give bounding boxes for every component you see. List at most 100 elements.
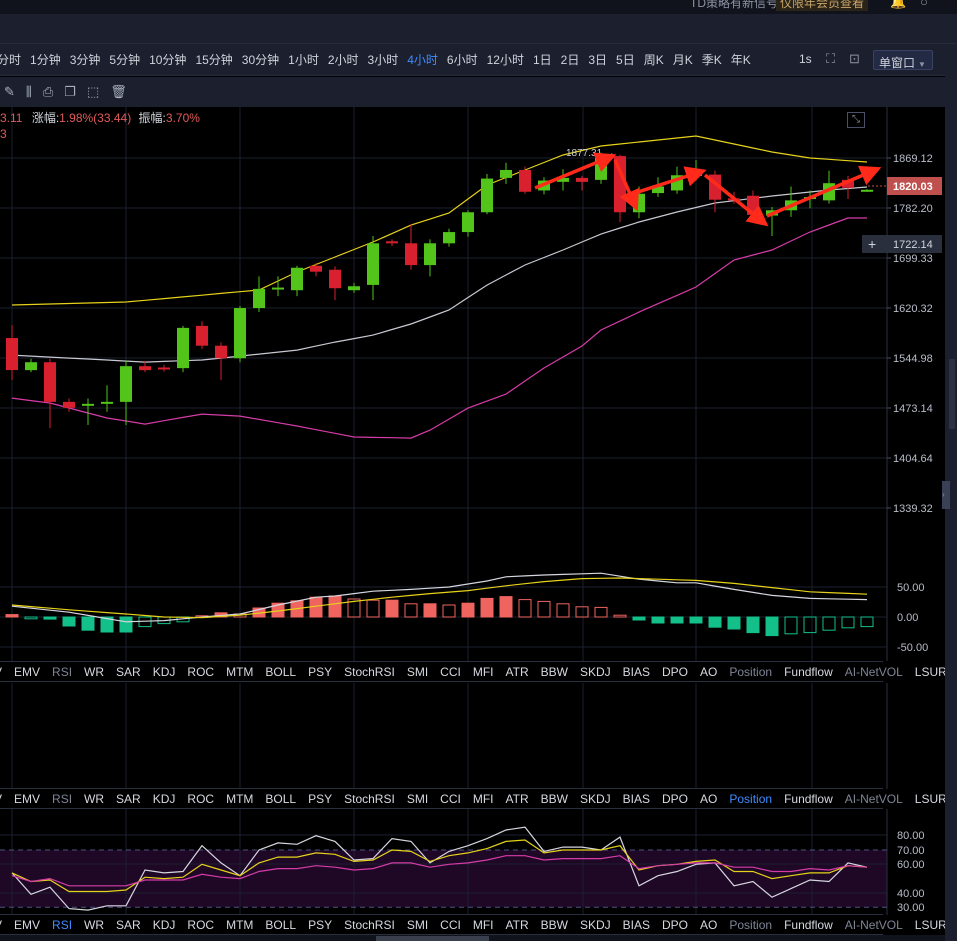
vip-link[interactable]: 仅限年会员查看 xyxy=(776,0,869,11)
indicator-tab-kdj[interactable]: KDJ xyxy=(152,791,176,806)
indicator-tab-position[interactable]: Position xyxy=(729,917,773,932)
timeframe-2[interactable]: 3分钟 xyxy=(69,53,101,67)
timeframe-19[interactable]: 季K xyxy=(701,53,722,67)
signal-text[interactable]: TD策略有新信号 xyxy=(690,0,778,10)
indicator-tab-bbw[interactable]: BBW xyxy=(540,917,568,932)
trash-icon[interactable]: 🗑 xyxy=(110,84,127,99)
add-window-icon[interactable]: ⊡ xyxy=(849,51,860,66)
indicator-tab-bias[interactable]: BIAS xyxy=(622,664,650,679)
window-mode-select[interactable]: 单窗口 ▼ xyxy=(873,50,933,70)
indicator-tab-fundflow[interactable]: Fundflow xyxy=(784,917,833,932)
timeframe-14[interactable]: 2日 xyxy=(560,53,580,67)
indicator-tab-smi[interactable]: SMI xyxy=(406,917,429,932)
timeframe-18[interactable]: 月K xyxy=(672,53,693,67)
timeframe-9[interactable]: 3小时 xyxy=(367,53,399,67)
collapse-panel-handle[interactable]: › xyxy=(942,481,950,509)
indicator-tab-wr[interactable]: WR xyxy=(84,664,105,679)
indicator-tab-lsur[interactable]: LSUR xyxy=(914,791,947,806)
indicator-tab-bbw[interactable]: BBW xyxy=(540,791,568,806)
fullscreen-icon[interactable]: ⛶ xyxy=(826,51,836,66)
indicator-tab-lsur[interactable]: LSUR xyxy=(914,917,947,932)
scrollbar-thumb[interactable] xyxy=(376,936,489,941)
timeframe-15[interactable]: 3日 xyxy=(588,53,608,67)
indicator-tab-mfi[interactable]: MFI xyxy=(472,917,494,932)
indicator-tab-psy[interactable]: PSY xyxy=(308,917,333,932)
indicator-tab-ai-netvol[interactable]: AI-NetVOL xyxy=(844,791,903,806)
indicator-tab-sar[interactable]: SAR xyxy=(116,664,141,679)
indicator-tab-emv[interactable]: EMV xyxy=(14,791,41,806)
indicator-tab-cci[interactable]: CCI xyxy=(440,791,461,806)
indicator-tab-position[interactable]: Position xyxy=(729,791,773,806)
indicator-tab-boll[interactable]: BOLL xyxy=(265,791,297,806)
timeframe-17[interactable]: 周K xyxy=(643,53,664,67)
indicator-tab-kdj[interactable]: KDJ xyxy=(152,917,176,932)
price-chart[interactable]: 1869.12 1782.20 1699.33 1620.32 1544.98 1473.… xyxy=(0,107,945,555)
timeframe-20[interactable]: 年K xyxy=(730,53,751,67)
pen-icon[interactable]: ✎ xyxy=(4,84,15,99)
indicator-tab-sar[interactable]: SAR xyxy=(116,791,141,806)
indicator-tab-cci[interactable]: CCI xyxy=(440,664,461,679)
indicator-tab-v[interactable]: V xyxy=(0,792,2,806)
indicator-tab-atr[interactable]: ATR xyxy=(505,917,529,932)
timeframe-13[interactable]: 1日 xyxy=(532,53,552,67)
timeframe-16[interactable]: 5日 xyxy=(616,53,635,67)
indicator-tab-bias[interactable]: BIAS xyxy=(622,917,650,932)
timeframe-7[interactable]: 1小时 xyxy=(288,53,319,67)
indicator-tab-atr[interactable]: ATR xyxy=(505,791,529,806)
indicator-tab-v[interactable]: V xyxy=(0,665,2,679)
indicator-tab-fundflow[interactable]: Fundflow xyxy=(784,791,833,806)
timeframe-8[interactable]: 2小时 xyxy=(327,53,359,67)
indicator-tab-stochrsi[interactable]: StochRSI xyxy=(344,791,395,806)
indicator-tab-mtm[interactable]: MTM xyxy=(226,791,254,806)
indicator-tab-rsi[interactable]: RSI xyxy=(52,664,73,679)
copy-icon[interactable]: ❐ xyxy=(64,84,76,99)
timeframe-5[interactable]: 15分钟 xyxy=(195,53,233,67)
indicator-tab-psy[interactable]: PSY xyxy=(308,664,333,679)
indicator-tab-dpo[interactable]: DPO xyxy=(662,664,689,679)
timeframe-4[interactable]: 10分钟 xyxy=(149,53,187,67)
speed-toggle[interactable]: 1s xyxy=(799,52,812,66)
indicator-tab-emv[interactable]: EMV xyxy=(14,664,41,679)
bell-icon[interactable]: 🔔 xyxy=(890,0,907,9)
indicator-tab-mtm[interactable]: MTM xyxy=(226,917,254,932)
measure-icon[interactable]: ⫼ xyxy=(25,84,32,99)
indicator-tab-rsi[interactable]: RSI xyxy=(52,791,73,806)
macd-panel[interactable]: 50.00 0.00 -50.00 xyxy=(0,555,945,661)
indicator-tab-boll[interactable]: BOLL xyxy=(265,917,297,932)
indicator-tab-roc[interactable]: ROC xyxy=(187,791,215,806)
indicator-tab-position[interactable]: Position xyxy=(729,664,773,679)
indicator-tab-psy[interactable]: PSY xyxy=(308,791,333,806)
indicator-tab-fundflow[interactable]: Fundflow xyxy=(784,664,833,679)
indicator-tab-dpo[interactable]: DPO xyxy=(662,917,689,932)
indicator-tab-mfi[interactable]: MFI xyxy=(472,791,494,806)
indicator-tab-ao[interactable]: AO xyxy=(700,664,718,679)
indicator-tab-roc[interactable]: ROC xyxy=(187,664,215,679)
vertical-scrollbar[interactable] xyxy=(949,359,955,429)
hide-drawings-icon[interactable]: ⬚ xyxy=(86,84,100,99)
indicator-tab-ai-netvol[interactable]: AI-NetVOL xyxy=(844,664,903,679)
indicator-tab-ao[interactable]: AO xyxy=(700,791,718,806)
lock-icon[interactable]: ⎙ xyxy=(42,84,54,99)
timeframe-10[interactable]: 4小时 xyxy=(407,53,438,67)
indicator-tab-mtm[interactable]: MTM xyxy=(226,664,254,679)
indicator-tab-kdj[interactable]: KDJ xyxy=(152,664,176,679)
indicator-tab-stochrsi[interactable]: StochRSI xyxy=(344,664,395,679)
indicator-tab-skdj[interactable]: SKDJ xyxy=(579,917,611,932)
timeframe-3[interactable]: 5分钟 xyxy=(109,53,141,67)
search-icon[interactable]: ○ xyxy=(920,0,928,9)
indicator-tab-boll[interactable]: BOLL xyxy=(265,664,297,679)
indicator-tab-wr[interactable]: WR xyxy=(84,917,105,932)
indicator-tab-lsur[interactable]: LSUR xyxy=(914,664,947,679)
timeframe-11[interactable]: 6小时 xyxy=(446,53,478,67)
indicator-tab-skdj[interactable]: SKDJ xyxy=(579,791,611,806)
timeframe-12[interactable]: 12小时 xyxy=(486,53,524,67)
indicator-tab-cci[interactable]: CCI xyxy=(440,917,461,932)
indicator-tab-dpo[interactable]: DPO xyxy=(662,791,689,806)
indicator-tab-smi[interactable]: SMI xyxy=(406,664,429,679)
indicator-tab-skdj[interactable]: SKDJ xyxy=(579,664,611,679)
timeframe-6[interactable]: 30分钟 xyxy=(241,53,280,67)
expand-chart-icon[interactable]: ⤡ xyxy=(847,112,865,128)
indicator-tab-mfi[interactable]: MFI xyxy=(472,664,494,679)
indicator-tab-atr[interactable]: ATR xyxy=(505,664,529,679)
